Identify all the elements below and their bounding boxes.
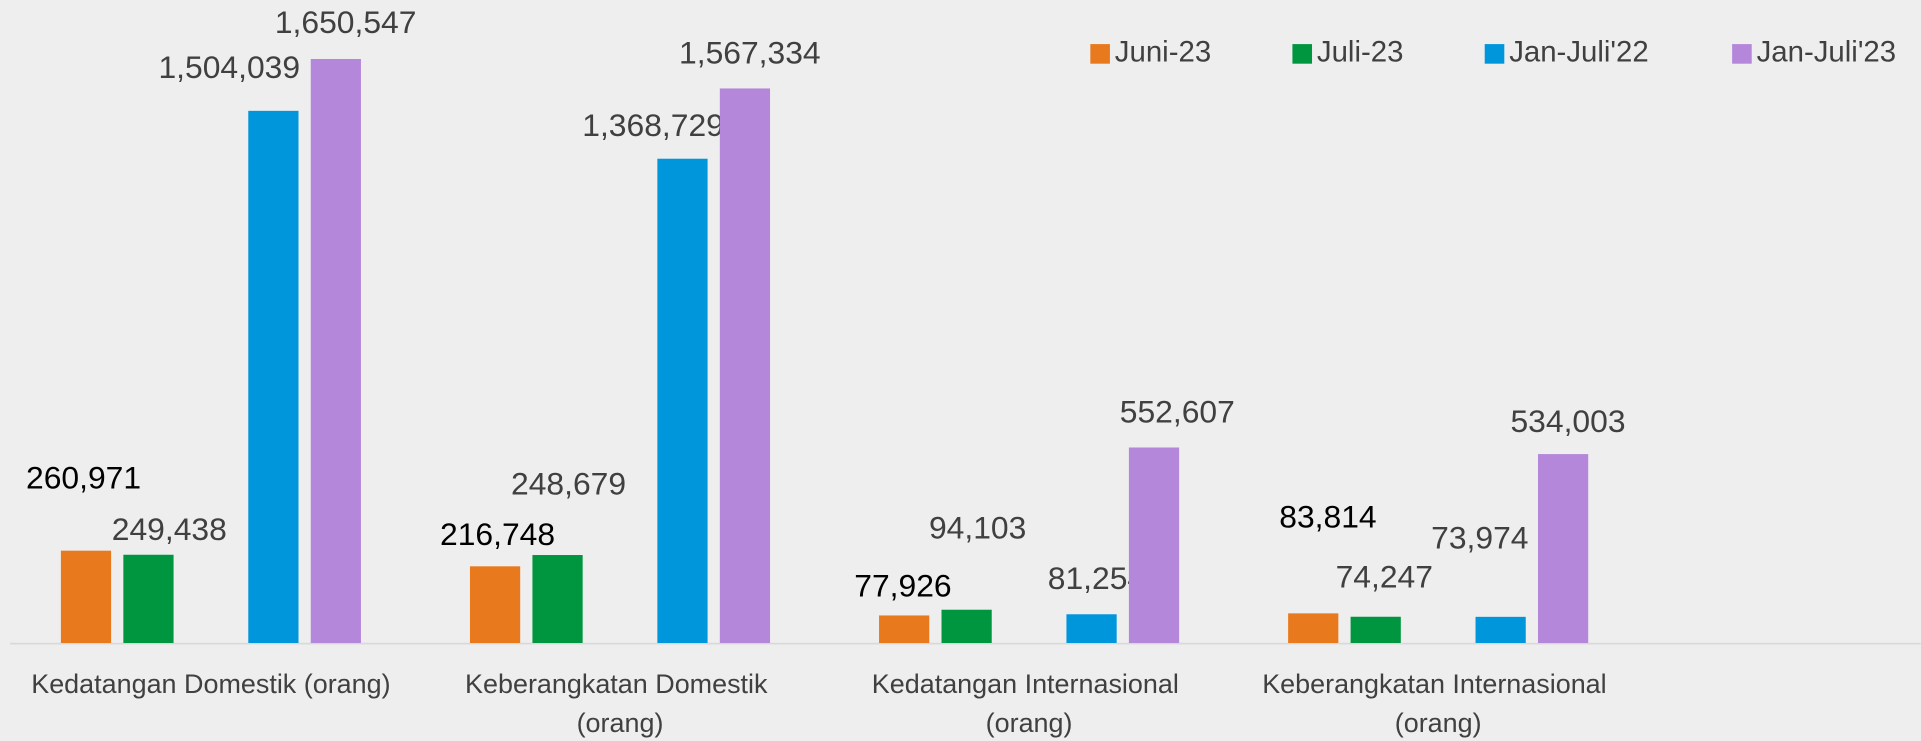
data-label: 552,607 (1120, 393, 1235, 429)
legend-label: Juli-23 (1317, 36, 1404, 69)
data-label: 73,974 (1431, 520, 1528, 556)
legend-swatch (1732, 44, 1752, 64)
data-label: 77,926 (854, 567, 951, 603)
data-label: 534,003 (1510, 403, 1625, 439)
bar (1288, 613, 1339, 644)
bar (248, 110, 299, 644)
bar (310, 59, 361, 644)
x-tick-label: Keberangkatan Domestik (orang) (465, 669, 775, 738)
bar (1350, 616, 1401, 644)
bar (1475, 616, 1526, 644)
data-label: 1,504,039 (158, 49, 300, 85)
data-label: 74,247 (1336, 559, 1433, 595)
data-label: 1,650,547 (275, 4, 417, 40)
legend-swatch (1292, 44, 1313, 64)
bar (60, 550, 112, 644)
bar (941, 609, 992, 644)
data-label: 81,254 (1048, 560, 1145, 596)
data-label: 83,814 (1279, 499, 1376, 535)
data-label: 248,679 (511, 466, 626, 502)
data-label: 1,567,334 (679, 35, 821, 71)
bar (657, 158, 708, 644)
x-tick-label: Keberangkatan Internasional (orang) (1262, 669, 1614, 738)
data-label: 94,103 (929, 510, 1026, 546)
data-label: 1,368,729 (582, 107, 724, 143)
x-tick-label: Kedatangan Domestik (orang) (31, 669, 390, 699)
data-label: 216,748 (440, 516, 555, 552)
bar (1066, 614, 1117, 644)
legend-label: Jan-Juli'22 (1509, 36, 1649, 69)
data-label: 249,438 (112, 511, 227, 547)
bar (1537, 454, 1589, 644)
legend-label: Juni-23 (1115, 36, 1211, 69)
bar (1128, 447, 1180, 644)
data-label: 260,971 (26, 460, 141, 496)
bar (719, 88, 771, 644)
x-tick-label: Kedatangan Internasional (orang) (872, 669, 1187, 738)
bar (123, 554, 174, 644)
legend-label: Jan-Juli'23 (1757, 36, 1897, 69)
bar (469, 566, 521, 644)
legend-swatch (1090, 44, 1110, 64)
bar (879, 615, 930, 644)
legend-swatch (1484, 44, 1505, 64)
bar (532, 555, 583, 644)
